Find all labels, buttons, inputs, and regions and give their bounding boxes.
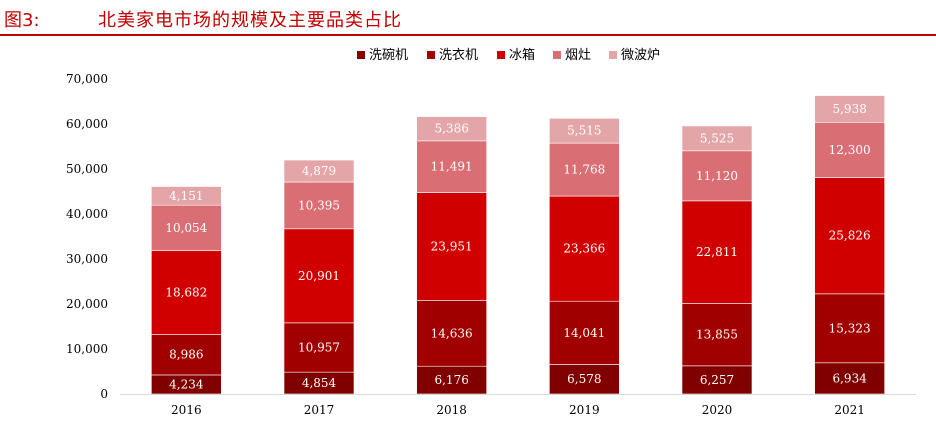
bar-segment bbox=[681, 125, 753, 152]
legend-item: 微波炉 bbox=[609, 48, 660, 63]
x-tick-label: 2019 bbox=[569, 403, 600, 417]
bar-value-label: 5,515 bbox=[567, 124, 601, 138]
y-axis: 0 10,000 20,000 30,000 40,000 50,000 60,000 70,… bbox=[66, 72, 108, 401]
legend-swatch bbox=[357, 51, 365, 59]
bar-value-label: 15,323 bbox=[829, 321, 871, 335]
bar-value-label: 13,855 bbox=[696, 328, 738, 342]
y-tick-label: 60,000 bbox=[66, 117, 108, 131]
bar-value-label: 4,234 bbox=[169, 377, 204, 391]
bar-segment bbox=[416, 116, 487, 142]
x-tick-label: 2021 bbox=[834, 403, 865, 417]
y-tick-label: 0 bbox=[100, 387, 108, 401]
bar-value-label: 6,578 bbox=[567, 372, 601, 386]
bar-value-label: 4,854 bbox=[302, 376, 337, 390]
bar-segment bbox=[549, 195, 620, 302]
bar-segment bbox=[151, 186, 222, 206]
bar-value-label: 10,957 bbox=[298, 341, 340, 355]
legend-label: 冰箱 bbox=[509, 47, 535, 63]
bar-value-label: 18,682 bbox=[165, 285, 207, 299]
chart-legend: 洗碗机 洗衣机 冰箱 烟灶 微波炉 bbox=[357, 47, 660, 63]
legend-swatch bbox=[609, 51, 617, 59]
bar-segment bbox=[549, 364, 620, 395]
bar-value-label: 6,934 bbox=[832, 371, 867, 385]
bar-segment bbox=[814, 293, 885, 364]
bar-segment bbox=[814, 362, 885, 395]
bar-value-label: 11,491 bbox=[431, 160, 473, 174]
y-tick-label: 40,000 bbox=[66, 207, 108, 221]
bar-segment bbox=[549, 300, 620, 365]
bar-segment bbox=[151, 204, 222, 251]
y-tick-label: 20,000 bbox=[66, 297, 108, 311]
bar-value-label: 5,386 bbox=[434, 122, 468, 136]
legend-label: 洗衣机 bbox=[439, 47, 478, 63]
bar-value-label: 12,300 bbox=[829, 143, 871, 157]
bar-segment bbox=[283, 181, 355, 230]
bar-segment bbox=[681, 365, 753, 395]
x-tick-label: 2017 bbox=[304, 403, 335, 417]
bar-value-label: 22,811 bbox=[696, 245, 738, 259]
figure-label: 图3: bbox=[4, 10, 40, 31]
legend-swatch bbox=[553, 51, 561, 59]
x-tick-label: 2018 bbox=[436, 403, 467, 417]
figure-title: 北美家电市场的规模及主要品类占比 bbox=[98, 10, 402, 31]
bar-group-2021: 6,934 15,323 25,826 12,300 5,938 bbox=[814, 95, 885, 395]
bar-segment bbox=[814, 177, 885, 295]
bar-group-2019: 6,578 14,041 23,366 11,768 5,515 bbox=[549, 117, 620, 395]
legend-item: 洗碗机 bbox=[357, 47, 408, 63]
bar-value-label: 5,938 bbox=[832, 102, 866, 116]
x-axis: 2016 2017 2018 2019 2020 2021 bbox=[120, 394, 916, 417]
bar-segment bbox=[549, 142, 620, 197]
bar-value-label: 23,951 bbox=[431, 239, 473, 253]
bar-value-label: 4,151 bbox=[169, 189, 203, 203]
bar-groups: 4,234 8,986 18,682 10,054 4,151 4,854 10,957 20… bbox=[151, 95, 885, 395]
bar-value-label: 8,986 bbox=[169, 348, 203, 362]
bar-segment bbox=[681, 150, 753, 202]
bar-value-label: 4,879 bbox=[302, 164, 336, 178]
bar-segment bbox=[681, 303, 753, 367]
bar-value-label: 14,041 bbox=[563, 326, 605, 340]
legend-swatch bbox=[427, 51, 435, 59]
legend-item: 冰箱 bbox=[497, 47, 535, 63]
bar-segment bbox=[283, 322, 355, 373]
legend-label: 洗碗机 bbox=[369, 47, 408, 63]
bar-segment bbox=[416, 300, 487, 367]
bar-group-2016: 4,234 8,986 18,682 10,054 4,151 bbox=[151, 186, 222, 395]
bar-group-2018: 6,176 14,636 23,951 11,491 5,386 bbox=[416, 116, 487, 395]
bar-segment bbox=[416, 140, 487, 193]
figure-title-bar: 图3: 北美家电市场的规模及主要品类占比 bbox=[0, 0, 936, 36]
bar-value-label: 23,366 bbox=[563, 242, 605, 256]
bar-value-label: 6,176 bbox=[434, 373, 468, 387]
x-tick-label: 2020 bbox=[702, 403, 733, 417]
bar-segment bbox=[814, 95, 885, 123]
legend-item: 洗衣机 bbox=[427, 47, 478, 63]
y-tick-label: 30,000 bbox=[66, 252, 108, 266]
stacked-bar-chart: 洗碗机 洗衣机 冰箱 烟灶 微波炉 0 10,000 20,000 30,000 40,000 5… bbox=[66, 47, 916, 417]
bar-value-label: 11,768 bbox=[563, 163, 605, 177]
y-tick-label: 50,000 bbox=[66, 162, 108, 176]
bar-value-label: 6,257 bbox=[700, 373, 734, 387]
legend-label: 烟灶 bbox=[565, 48, 591, 63]
bar-value-label: 10,395 bbox=[298, 198, 340, 212]
bar-segment bbox=[681, 200, 753, 304]
bar-value-label: 14,636 bbox=[431, 326, 473, 340]
bar-group-2020: 6,257 13,855 22,811 11,120 5,525 bbox=[681, 125, 753, 395]
legend-swatch bbox=[497, 51, 505, 59]
bar-group-2017: 4,854 10,957 20,901 10,395 4,879 bbox=[283, 159, 355, 395]
x-tick-label: 2016 bbox=[171, 403, 202, 417]
bar-value-label: 25,826 bbox=[829, 229, 871, 243]
bar-value-label: 11,120 bbox=[696, 169, 738, 183]
bar-segment bbox=[814, 121, 885, 178]
y-tick-label: 70,000 bbox=[66, 72, 108, 86]
bar-segment bbox=[283, 159, 355, 183]
bar-value-label: 10,054 bbox=[165, 221, 207, 235]
bar-segment bbox=[283, 228, 355, 324]
legend-item: 烟灶 bbox=[553, 48, 591, 63]
y-tick-label: 10,000 bbox=[66, 342, 108, 356]
legend-label: 微波炉 bbox=[621, 48, 660, 63]
bar-segment bbox=[416, 365, 487, 395]
bar-segment bbox=[549, 117, 620, 144]
bar-value-label: 20,901 bbox=[298, 269, 340, 283]
bar-segment bbox=[151, 334, 222, 376]
bar-value-label: 5,525 bbox=[700, 131, 734, 145]
